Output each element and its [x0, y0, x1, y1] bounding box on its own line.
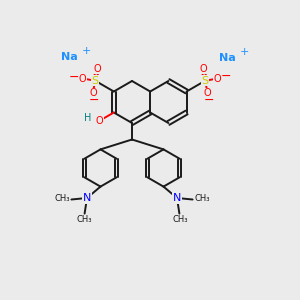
Text: S: S — [92, 76, 99, 86]
Text: O: O — [204, 88, 211, 98]
Text: −: − — [221, 70, 231, 83]
Text: CH₃: CH₃ — [172, 215, 188, 224]
Text: CH₃: CH₃ — [194, 194, 210, 203]
Text: O: O — [79, 74, 86, 83]
Text: −: − — [89, 94, 100, 107]
Text: H: H — [84, 113, 92, 123]
Text: +: + — [81, 46, 91, 56]
Text: O: O — [89, 88, 97, 98]
Text: +: + — [240, 47, 249, 57]
Text: Na: Na — [61, 52, 78, 62]
Text: −: − — [69, 70, 80, 83]
Text: O: O — [93, 64, 101, 74]
Text: S: S — [202, 76, 209, 86]
Text: O: O — [200, 64, 207, 74]
Text: N: N — [83, 193, 91, 203]
Text: N: N — [173, 193, 181, 203]
Text: CH₃: CH₃ — [54, 194, 70, 203]
Text: O: O — [96, 116, 103, 126]
Text: O: O — [214, 74, 221, 83]
Text: Na: Na — [219, 53, 236, 63]
Text: −: − — [204, 94, 214, 107]
Text: CH₃: CH₃ — [76, 215, 92, 224]
